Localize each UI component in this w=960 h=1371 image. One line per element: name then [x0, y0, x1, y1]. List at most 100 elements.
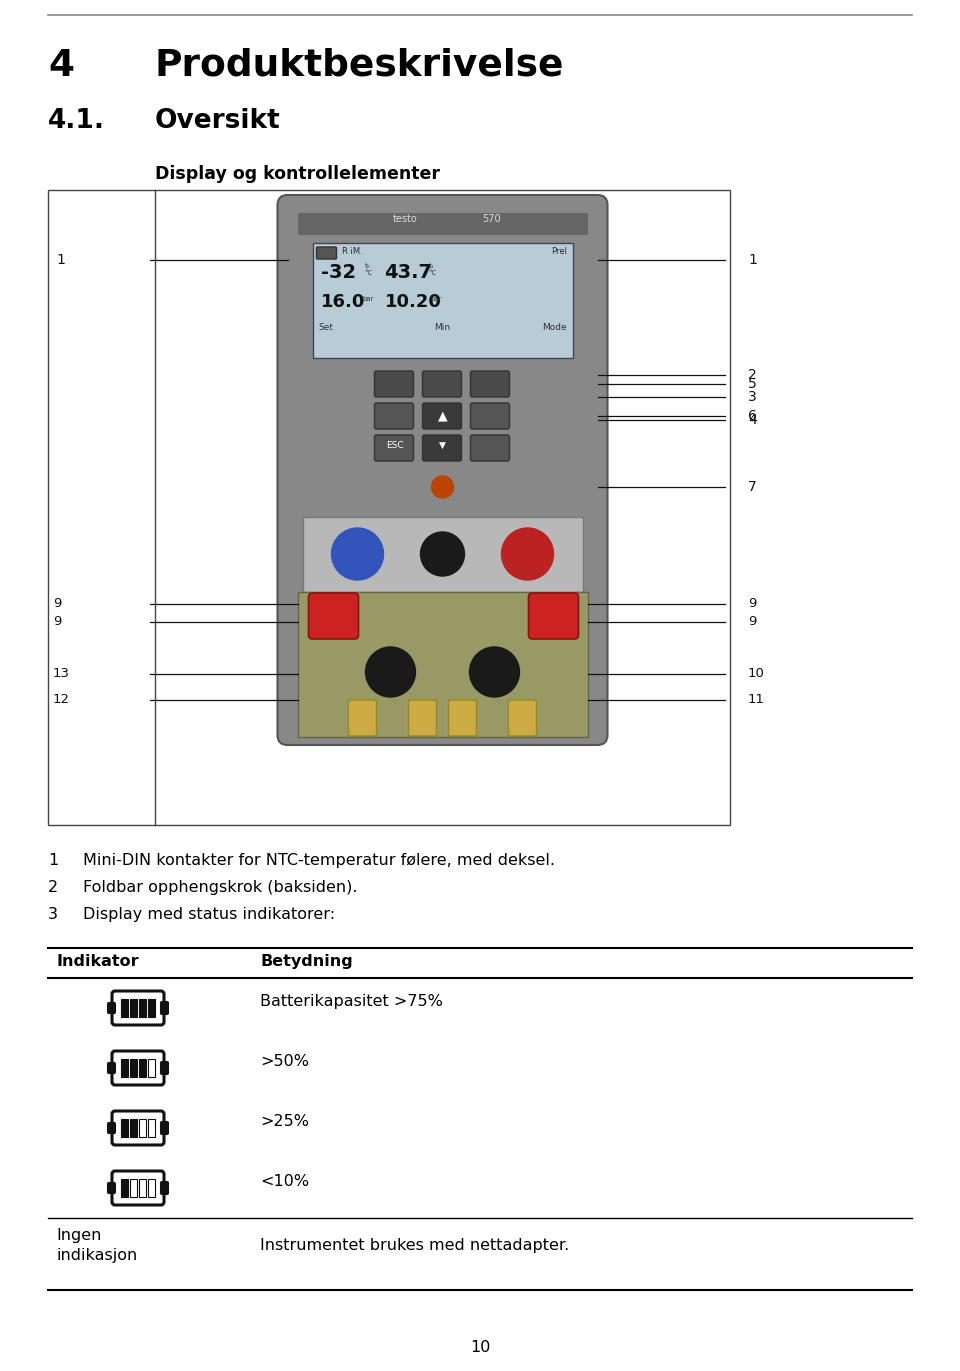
- FancyBboxPatch shape: [161, 1182, 168, 1194]
- Text: 10.20: 10.20: [385, 293, 442, 311]
- FancyBboxPatch shape: [112, 991, 164, 1026]
- Circle shape: [431, 476, 453, 498]
- Text: R iM.: R iM.: [343, 247, 363, 256]
- Circle shape: [469, 647, 519, 696]
- FancyBboxPatch shape: [409, 701, 437, 736]
- Text: 3: 3: [748, 389, 756, 404]
- FancyBboxPatch shape: [509, 701, 537, 736]
- Bar: [121, 999, 128, 1017]
- Text: testo: testo: [436, 484, 448, 489]
- FancyBboxPatch shape: [161, 1063, 168, 1073]
- Bar: [139, 1179, 146, 1197]
- Text: Set: Set: [319, 324, 333, 332]
- FancyBboxPatch shape: [529, 594, 579, 639]
- FancyBboxPatch shape: [108, 1123, 115, 1132]
- Circle shape: [420, 532, 465, 576]
- Text: 9: 9: [53, 616, 61, 628]
- Bar: [130, 1179, 137, 1197]
- Text: 1: 1: [748, 254, 756, 267]
- Text: 8: 8: [386, 665, 396, 679]
- Bar: [148, 999, 155, 1017]
- Text: 10: 10: [469, 1339, 491, 1355]
- Text: t₀
°C: t₀ °C: [365, 263, 372, 276]
- Text: bar: bar: [430, 296, 442, 302]
- Text: 570: 570: [483, 214, 501, 223]
- FancyBboxPatch shape: [112, 1171, 164, 1205]
- FancyBboxPatch shape: [422, 435, 462, 461]
- Text: 10: 10: [748, 668, 765, 680]
- Bar: [313, 243, 572, 358]
- Text: <10%: <10%: [260, 1174, 309, 1189]
- Text: >50%: >50%: [260, 1054, 309, 1069]
- Text: Min: Min: [435, 324, 450, 332]
- Text: 3: 3: [48, 908, 58, 923]
- Text: Display med status indikatorer:: Display med status indikatorer:: [83, 908, 335, 923]
- Text: Mini-DIN kontakter for NTC-temperatur følere, med deksel.: Mini-DIN kontakter for NTC-temperatur fø…: [83, 853, 555, 868]
- Text: ▲: ▲: [438, 409, 447, 422]
- Circle shape: [501, 528, 554, 580]
- FancyBboxPatch shape: [448, 701, 476, 736]
- Text: bar: bar: [363, 296, 374, 302]
- Text: Produktbeskrivelse: Produktbeskrivelse: [155, 48, 564, 84]
- Text: Mode: Mode: [541, 324, 566, 332]
- Text: 4: 4: [748, 413, 756, 426]
- Text: ▼: ▼: [439, 441, 446, 450]
- Text: 2: 2: [48, 880, 59, 895]
- Text: Display og kontrollelementer: Display og kontrollelementer: [155, 165, 440, 182]
- Text: >25%: >25%: [260, 1115, 309, 1128]
- Text: Foldbar opphengskrok (baksiden).: Foldbar opphengskrok (baksiden).: [83, 880, 357, 895]
- Text: 2: 2: [748, 367, 756, 383]
- Bar: [121, 1119, 128, 1137]
- Bar: [130, 1058, 137, 1078]
- FancyBboxPatch shape: [112, 1052, 164, 1084]
- Text: 9: 9: [748, 616, 756, 628]
- FancyBboxPatch shape: [470, 372, 510, 398]
- Text: 7: 7: [748, 480, 756, 494]
- FancyBboxPatch shape: [422, 372, 462, 398]
- Text: 4.1.: 4.1.: [48, 108, 105, 134]
- Bar: [139, 999, 146, 1017]
- Text: 1: 1: [48, 853, 59, 868]
- FancyBboxPatch shape: [374, 372, 414, 398]
- Text: Betydning: Betydning: [260, 954, 352, 969]
- FancyBboxPatch shape: [422, 403, 462, 429]
- FancyBboxPatch shape: [108, 1063, 115, 1073]
- Text: testo: testo: [393, 214, 418, 223]
- Text: t₁
°C: t₁ °C: [428, 263, 437, 276]
- Text: ESC: ESC: [386, 441, 403, 450]
- FancyBboxPatch shape: [161, 1002, 168, 1015]
- FancyBboxPatch shape: [374, 435, 414, 461]
- Text: 9: 9: [748, 596, 756, 610]
- FancyBboxPatch shape: [308, 594, 358, 639]
- Circle shape: [331, 528, 383, 580]
- Text: 6: 6: [748, 409, 756, 424]
- Bar: [130, 1119, 137, 1137]
- FancyBboxPatch shape: [470, 435, 510, 461]
- Text: 13: 13: [53, 668, 70, 680]
- Bar: [48, 191, 730, 825]
- Text: Ingen: Ingen: [56, 1228, 102, 1243]
- Text: 1: 1: [56, 254, 65, 267]
- Text: Indikator: Indikator: [56, 954, 138, 969]
- Text: Prel: Prel: [551, 247, 567, 256]
- Bar: [130, 999, 137, 1017]
- Text: Oversikt: Oversikt: [155, 108, 280, 134]
- Bar: [121, 1179, 128, 1197]
- Bar: [139, 1119, 146, 1137]
- Bar: [148, 1058, 155, 1078]
- Text: 8: 8: [352, 547, 362, 561]
- Text: indikasjon: indikasjon: [56, 1248, 137, 1263]
- Bar: [148, 1179, 155, 1197]
- FancyBboxPatch shape: [348, 701, 376, 736]
- Text: 4: 4: [48, 48, 74, 84]
- Text: -32: -32: [321, 263, 355, 282]
- Bar: [148, 1119, 155, 1137]
- Text: 8: 8: [522, 547, 533, 561]
- Bar: [302, 517, 583, 592]
- Text: 11: 11: [748, 692, 765, 706]
- FancyBboxPatch shape: [112, 1111, 164, 1145]
- Bar: [139, 1058, 146, 1078]
- Text: 16.0: 16.0: [321, 293, 365, 311]
- FancyBboxPatch shape: [108, 1004, 115, 1013]
- FancyBboxPatch shape: [108, 1183, 115, 1193]
